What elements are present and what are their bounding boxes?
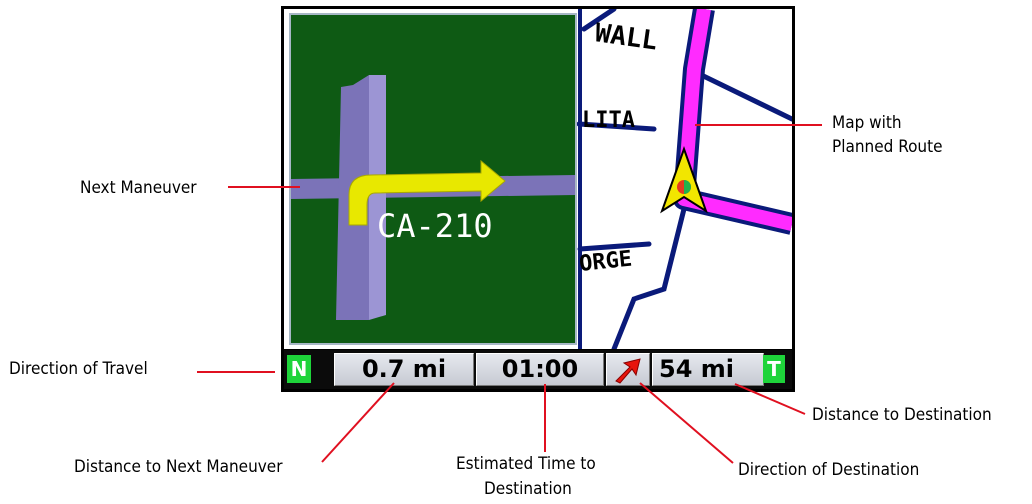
maneuver-graphic: CA-210 (291, 75, 575, 320)
direction-of-travel-indicator[interactable]: N (287, 355, 311, 383)
callout-next-maneuver: Next Maneuver (80, 178, 197, 198)
mode-indicator[interactable]: T (763, 355, 785, 383)
map-street-label: ORGE (578, 247, 633, 277)
callout-distance-next: Distance to Next Maneuver (74, 457, 283, 477)
maneuver-road-label: CA-210 (377, 207, 493, 245)
map-road (577, 241, 652, 252)
callout-eta-line1: Estimated Time to (456, 454, 596, 474)
map-street-label: LITA (582, 108, 635, 133)
map-road (581, 9, 617, 32)
callout-map-route-line2: Planned Route (832, 137, 943, 157)
callout-direction-travel: Direction of Travel (9, 359, 148, 379)
callout-eta-line2: Destination (484, 479, 572, 499)
vehicle-position-icon (660, 146, 708, 214)
status-bar: N 0.7 mi 01:00 54 mi T (284, 350, 792, 389)
callout-map-route-line1: Map with (832, 113, 902, 133)
map-road (686, 66, 792, 122)
eta-field[interactable]: 01:00 (476, 353, 604, 386)
callout-distance-dest: Distance to Destination (812, 405, 992, 425)
distance-next-maneuver-field[interactable]: 0.7 mi (334, 353, 474, 386)
callout-direction-dest: Direction of Destination (738, 460, 920, 480)
map-canvas: WALL LITA ORGE (576, 9, 792, 349)
next-maneuver-panel: CA-210 (289, 13, 577, 345)
destination-arrow-icon (615, 358, 641, 384)
callout-line-distance-dest (734, 383, 806, 415)
direction-of-destination-field[interactable] (606, 353, 650, 386)
map-road (576, 121, 657, 132)
callout-line-direction-dest (639, 382, 734, 464)
map-road (611, 206, 687, 349)
planned-route (673, 9, 792, 235)
callout-line-distance-next (321, 382, 395, 463)
